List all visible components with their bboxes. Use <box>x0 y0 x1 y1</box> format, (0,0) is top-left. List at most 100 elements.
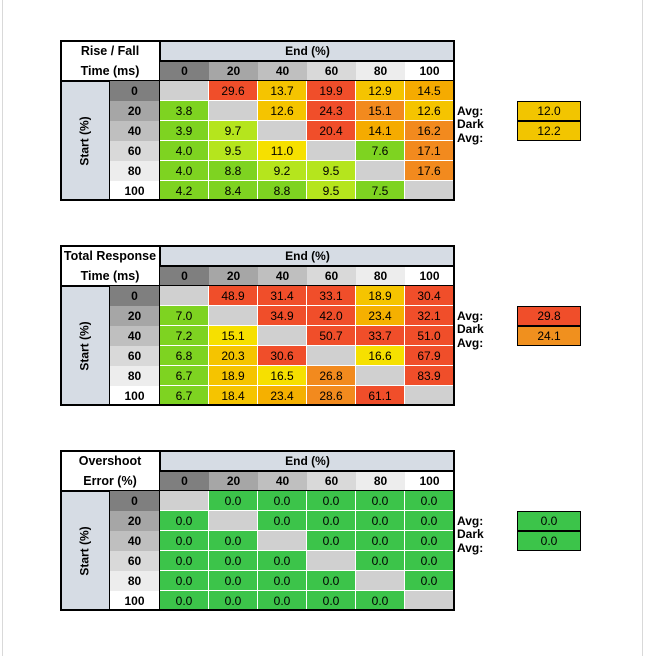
table-cell: 18.4 <box>209 386 258 406</box>
column-header: 60 <box>307 266 356 286</box>
diagonal-cell <box>258 531 307 551</box>
diagonal-cell <box>160 286 209 306</box>
table-title: Rise / Fall Time (ms) <box>60 40 160 81</box>
column-header: 40 <box>258 61 307 81</box>
table-cell: 48.9 <box>209 286 258 306</box>
table-cell: 9.2 <box>258 161 307 181</box>
column-header: 0 <box>160 266 209 286</box>
start-header-text: Start (%) <box>78 526 92 576</box>
diagonal-cell <box>405 386 454 406</box>
table-cell: 7.6 <box>356 141 405 161</box>
table-title-line1: Overshoot <box>78 453 142 468</box>
table-cell: 83.9 <box>405 366 454 386</box>
table-cell: 50.7 <box>307 326 356 346</box>
avg-label: Avg: <box>457 309 484 323</box>
table-cell: 33.1 <box>307 286 356 306</box>
table-cell: 0.0 <box>405 551 454 571</box>
table-cell: 6.8 <box>160 346 209 366</box>
table-title-line1: Rise / Fall <box>80 43 140 58</box>
table-title-line1: Total Response <box>63 248 157 263</box>
table-cell: 34.9 <box>258 306 307 326</box>
table-cell: 16.2 <box>405 121 454 141</box>
diagonal-cell <box>160 491 209 511</box>
avg-value: 0.0 <box>517 511 581 531</box>
column-header: 80 <box>356 266 405 286</box>
table-cell: 9.5 <box>209 141 258 161</box>
dark-avg-value: 12.2 <box>517 121 581 141</box>
table-cell: 13.7 <box>258 81 307 101</box>
table-cell: 30.4 <box>405 286 454 306</box>
diagonal-cell <box>356 161 405 181</box>
table-title-line2: Time (ms) <box>80 63 140 78</box>
table-cell: 0.0 <box>209 591 258 611</box>
row-header: 60 <box>110 141 160 161</box>
column-header: 40 <box>258 266 307 286</box>
row-header: 20 <box>110 101 160 121</box>
row-header: 80 <box>110 366 160 386</box>
diagonal-cell <box>209 511 258 531</box>
table-cell: 0.0 <box>209 531 258 551</box>
column-header: 40 <box>258 471 307 491</box>
row-header: 60 <box>110 551 160 571</box>
table-cell: 0.0 <box>160 551 209 571</box>
table-cell: 23.4 <box>258 386 307 406</box>
table-cell: 26.8 <box>307 366 356 386</box>
table-cell: 7.2 <box>160 326 209 346</box>
table-cell: 6.7 <box>160 366 209 386</box>
avg-label: Avg: <box>457 514 484 528</box>
table-cell: 0.0 <box>307 591 356 611</box>
table-cell: 0.0 <box>160 571 209 591</box>
row-header: 40 <box>110 326 160 346</box>
table-cell: 0.0 <box>258 491 307 511</box>
table-cell: 32.1 <box>405 306 454 326</box>
table-cell: 4.0 <box>160 161 209 181</box>
table-cell: 0.0 <box>356 511 405 531</box>
table-cell: 7.5 <box>356 181 405 201</box>
table-cell: 14.5 <box>405 81 454 101</box>
row-header: 0 <box>110 286 160 306</box>
diagonal-cell <box>209 306 258 326</box>
table-cell: 0.0 <box>258 591 307 611</box>
diagonal-cell <box>307 141 356 161</box>
table-cell: 0.0 <box>405 531 454 551</box>
table-cell: 16.5 <box>258 366 307 386</box>
diagonal-cell <box>307 551 356 571</box>
table-cell: 14.1 <box>356 121 405 141</box>
dark-avg-label: Dark Avg: <box>457 322 484 350</box>
row-header: 20 <box>110 306 160 326</box>
table-cell: 61.1 <box>356 386 405 406</box>
avg-label: Avg: <box>457 104 484 118</box>
table-title-line2: Error (%) <box>83 473 137 488</box>
right-frame-line <box>642 0 643 656</box>
table-cell: 0.0 <box>307 571 356 591</box>
table-cell: 15.1 <box>209 326 258 346</box>
row-header: 60 <box>110 346 160 366</box>
column-header: 0 <box>160 471 209 491</box>
diagonal-cell <box>160 81 209 101</box>
avg-value: 29.8 <box>517 306 581 326</box>
table-cell: 11.0 <box>258 141 307 161</box>
end-header: End (%) <box>160 245 455 266</box>
table-cell: 8.8 <box>209 161 258 181</box>
table-cell: 0.0 <box>307 491 356 511</box>
column-header: 100 <box>405 266 454 286</box>
table-cell: 0.0 <box>405 571 454 591</box>
column-header: 100 <box>405 471 454 491</box>
table-cell: 4.2 <box>160 181 209 201</box>
table-cell: 16.6 <box>356 346 405 366</box>
table-title-line2: Time (ms) <box>80 268 140 283</box>
table-cell: 9.7 <box>209 121 258 141</box>
table-cell: 29.6 <box>209 81 258 101</box>
column-header: 100 <box>405 61 454 81</box>
table-cell: 24.3 <box>307 101 356 121</box>
table-cell: 18.9 <box>209 366 258 386</box>
table-cell: 0.0 <box>209 491 258 511</box>
table-cell: 8.4 <box>209 181 258 201</box>
table-cell: 51.0 <box>405 326 454 346</box>
row-header: 0 <box>110 81 160 101</box>
column-header: 60 <box>307 471 356 491</box>
column-header: 80 <box>356 61 405 81</box>
dark-avg-value: 0.0 <box>517 531 581 551</box>
table-cell: 0.0 <box>160 591 209 611</box>
table-cell: 0.0 <box>209 551 258 571</box>
